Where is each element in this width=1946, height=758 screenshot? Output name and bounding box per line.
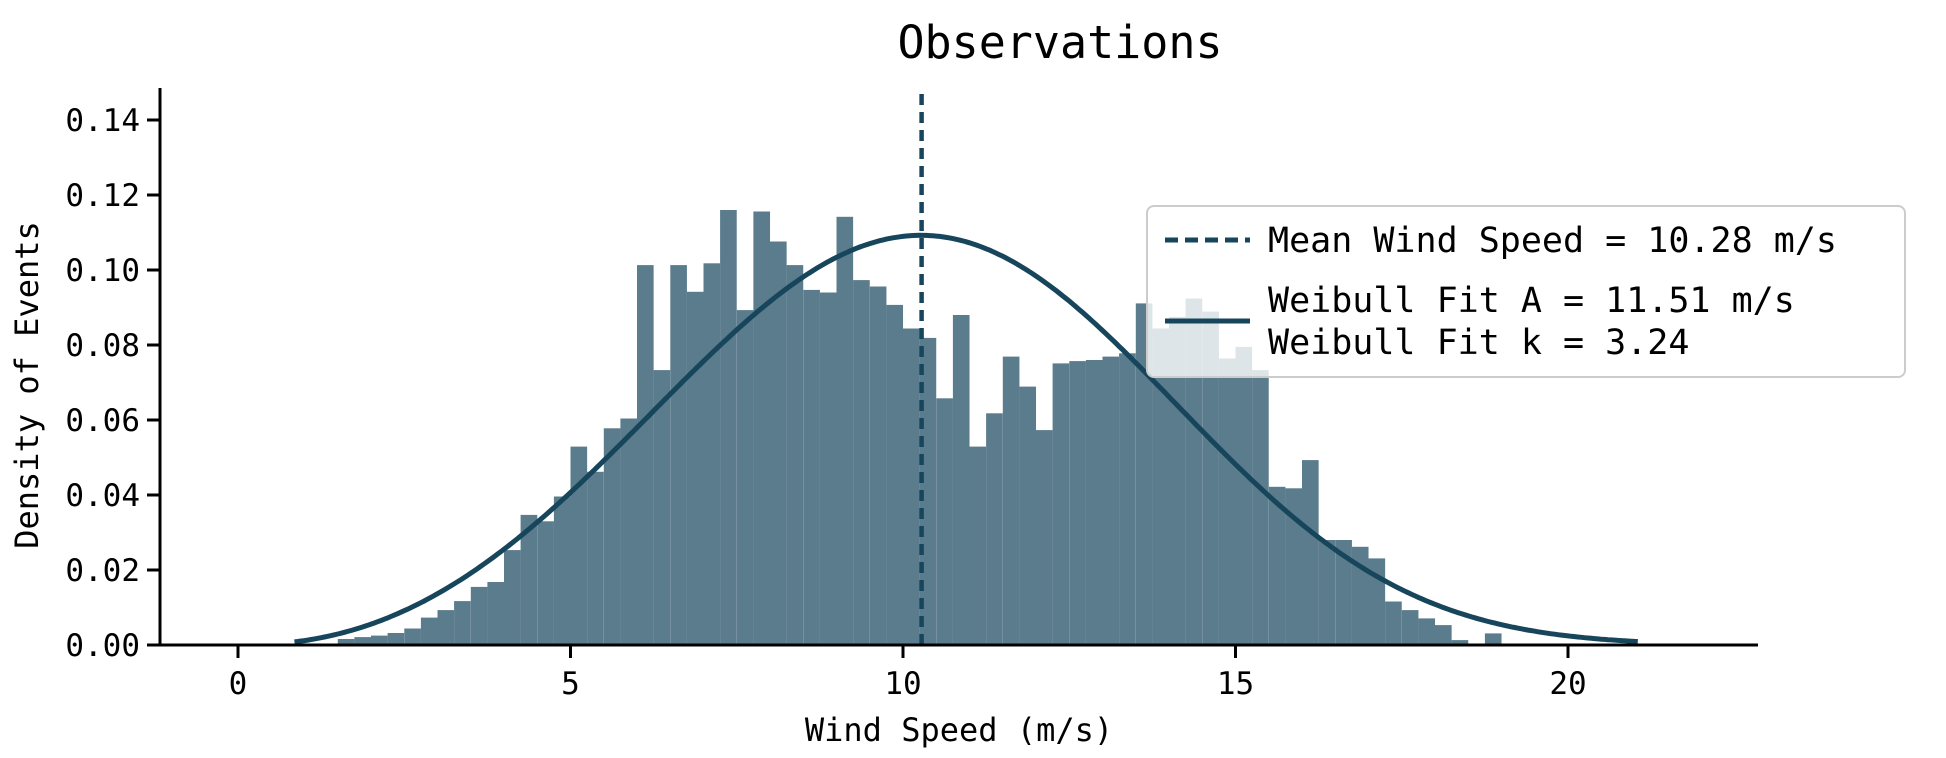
histogram-bar [420,617,438,645]
histogram-bar [853,280,870,645]
histogram-bars-group [337,210,1502,646]
histogram-bar [670,265,687,645]
histogram-bar [1401,610,1419,645]
histogram-bar [1135,303,1153,645]
histogram-bar [753,211,771,645]
histogram-bar [819,292,837,645]
histogram-bar [936,398,953,646]
histogram-bar [1218,358,1236,645]
histogram-bar [969,446,987,645]
histogram-bar [337,639,355,645]
y-tick-label: 0.14 [65,103,140,139]
histogram-bar [869,286,887,645]
histogram-bar [371,635,388,645]
histogram-bar [803,289,820,645]
histogram-bar [487,582,505,645]
histogram-bar [1302,460,1319,645]
histogram-bar [637,265,654,645]
histogram-bar [1036,430,1053,645]
histogram-bar [986,413,1003,646]
chart-title: Observations [897,16,1222,69]
histogram-bar [587,471,604,646]
histogram-bar [404,628,421,645]
y-tick-label: 0.06 [65,403,140,439]
histogram-bar [720,210,737,645]
histogram-bar [1019,386,1037,645]
histogram-bar [1119,353,1136,646]
histogram-bar [836,216,854,646]
histogram-bar [1052,363,1070,645]
legend-weibull-k-label: Weibull Fit k = 3.24 [1268,323,1689,363]
histogram-bar [952,315,970,645]
histogram-bar [454,601,471,645]
histogram-bar [653,370,671,645]
histogram-bar [903,328,920,645]
histogram-bar [770,241,787,645]
histogram-bar [1185,298,1203,645]
histogram-bar [736,310,754,645]
histogram-bar [886,304,904,645]
histogram-bar [553,496,571,645]
x-axis-label: Wind Speed (m/s) [805,711,1113,749]
x-tick-label: 10 [884,666,921,702]
histogram-bar [620,418,638,645]
legend: Mean Wind Speed = 10.28 m/s Weibull Fit … [1146,205,1906,378]
histogram-bar [686,291,704,646]
axes-group [147,88,1758,658]
histogram-bar [1152,328,1170,645]
y-tick-label: 0.10 [65,253,140,289]
histogram-bar [1484,633,1502,645]
legend-weibull-a-label: Weibull Fit A = 11.51 m/s [1268,281,1795,321]
histogram-bar [1002,356,1020,645]
histogram-bar [1335,540,1352,645]
histogram-bar [1435,625,1452,645]
histogram-bar [470,586,488,645]
histogram-bar [1385,601,1402,645]
histogram-bar [387,633,405,645]
histogram-bar [1085,360,1103,645]
x-tick-label: 15 [1217,666,1254,702]
y-axis-label: Density of Events [8,221,46,549]
y-tick-label: 0.02 [65,553,140,589]
y-tick-label: 0.08 [65,328,140,364]
histogram-bar [537,521,554,646]
histogram-bar [504,550,521,645]
weibull-fit-curve-group [294,232,1638,645]
histogram-bar [1268,486,1286,646]
histogram-bar [520,514,538,645]
histogram-bar [786,265,804,645]
x-tick-label: 20 [1549,666,1586,702]
histogram-bar [570,446,588,645]
histogram-bar [1102,356,1120,645]
y-tick-label: 0.00 [65,628,140,664]
y-tick-label: 0.12 [65,178,140,214]
histogram-bar [1235,346,1253,645]
histogram-bar [1202,311,1219,645]
x-tick-label: 0 [229,666,248,702]
histogram-bar [1418,618,1436,645]
histogram-bar [1252,370,1269,645]
tick-labels-group: 0 5 10 15 20 0.00 0.02 0.04 0.06 0.08 0.10 0.12 0.14 [65,103,1586,702]
x-tick-label: 5 [561,666,580,702]
histogram-bar [603,428,621,646]
histogram-bar [1318,540,1336,645]
histogram-bar [437,610,455,645]
histogram-bar [1069,361,1086,645]
histogram-bar [703,263,721,646]
legend-box [1146,205,1906,378]
weibull-fit-curve [294,232,1638,645]
histogram-bar [354,637,372,645]
histogram-bar [1285,488,1303,646]
legend-mean-label: Mean Wind Speed = 10.28 m/s [1268,221,1837,261]
y-tick-label: 0.04 [65,478,140,514]
histogram-bar [1451,640,1469,645]
